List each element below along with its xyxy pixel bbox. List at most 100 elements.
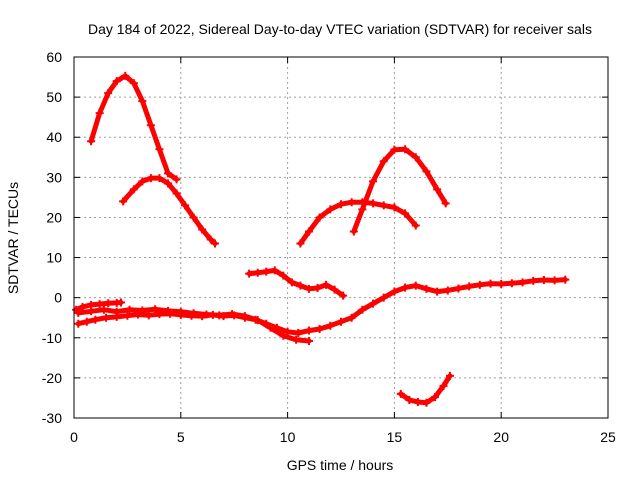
x-tick-label: 25 [600,429,616,445]
data-point [270,266,279,275]
data-point [304,336,313,345]
data-point [72,305,81,314]
data-point [379,157,388,166]
data-point [166,309,175,318]
y-tick-label: -30 [42,410,62,426]
data-point [411,281,420,290]
data-point [445,371,454,380]
y-tick-label: -20 [42,370,62,386]
data-point [163,169,172,178]
data-point [507,279,516,288]
data-point [422,167,431,176]
data-point [104,89,113,98]
y-tick-label: 30 [46,169,62,185]
data-point [210,239,219,248]
data-point [322,280,331,289]
data-point [304,227,313,236]
data-point [433,185,442,194]
data-point [422,284,431,293]
data-point [330,285,339,294]
data-point [358,305,367,314]
data-point [296,281,305,290]
data-point [87,300,96,309]
data-point [262,267,271,276]
data-point [369,299,378,308]
data-point [304,326,313,335]
data-point [443,286,452,295]
data-point [155,145,164,154]
data-point [315,213,324,222]
data-point [294,328,303,337]
data-point [379,293,388,302]
data-point [561,275,570,284]
data-point [91,315,100,324]
grid-layer [74,57,608,418]
data-point [337,317,345,326]
data-point [155,174,164,183]
data-point [326,321,335,330]
data-point [279,331,288,340]
data-point [313,284,322,293]
data-point [539,276,548,285]
series-arc-4 [351,146,449,234]
data-point [102,313,111,322]
data-point [292,335,301,344]
data-point [347,198,356,207]
data-point [219,312,228,321]
data-point [116,298,125,307]
data-point [112,312,121,321]
data-point [422,398,431,407]
data-point [253,268,262,277]
data-point [240,313,249,322]
data-point [78,302,87,311]
data-point [172,175,181,184]
data-point [112,77,121,86]
data-point [138,177,147,186]
data-point [146,174,155,183]
data-point [315,324,324,333]
data-point [486,279,495,288]
data-point [146,121,155,130]
data-point [379,201,388,210]
x-tick-label: 5 [177,429,185,445]
data-point [475,280,484,289]
data-point [430,393,439,402]
tick-layer: 0 5 10 15 20 25 -30 -20 -10 0 10 20 30 40 50 60 [42,49,616,445]
data-point [390,203,399,212]
data-point [189,213,198,222]
data-point [339,291,348,300]
data-point [208,310,217,319]
data-point [497,280,506,289]
data-point [123,311,132,320]
series-arc-1 [88,73,179,182]
data-point [349,227,358,236]
data-point [326,205,335,214]
data-point [129,185,138,194]
data-point [390,145,399,154]
y-axis-label: SDTVAR / TECUs [5,182,21,294]
data-point [125,305,134,314]
y-tick-label: 40 [46,129,62,145]
x-axis-label: GPS time / hours [287,457,394,473]
data-point [262,319,271,328]
chart-title: Day 184 of 2022, Sidereal Day-to-day VTE… [88,21,592,37]
data-point [405,395,414,404]
data-point [441,199,450,208]
y-tick-label: 0 [54,290,62,306]
data-point [296,239,305,248]
data-point [99,305,108,314]
data-point [465,282,474,291]
data-point [401,283,410,292]
series-arc-2 [120,175,218,246]
data-point [245,269,254,278]
data-point [401,145,410,154]
data-point [411,221,420,230]
data-point [104,299,113,308]
data-point [82,317,91,326]
data-point [198,225,207,234]
data-point [337,200,345,209]
data-point [181,201,190,210]
data-point [176,310,185,319]
x-tick-label: 15 [387,429,403,445]
